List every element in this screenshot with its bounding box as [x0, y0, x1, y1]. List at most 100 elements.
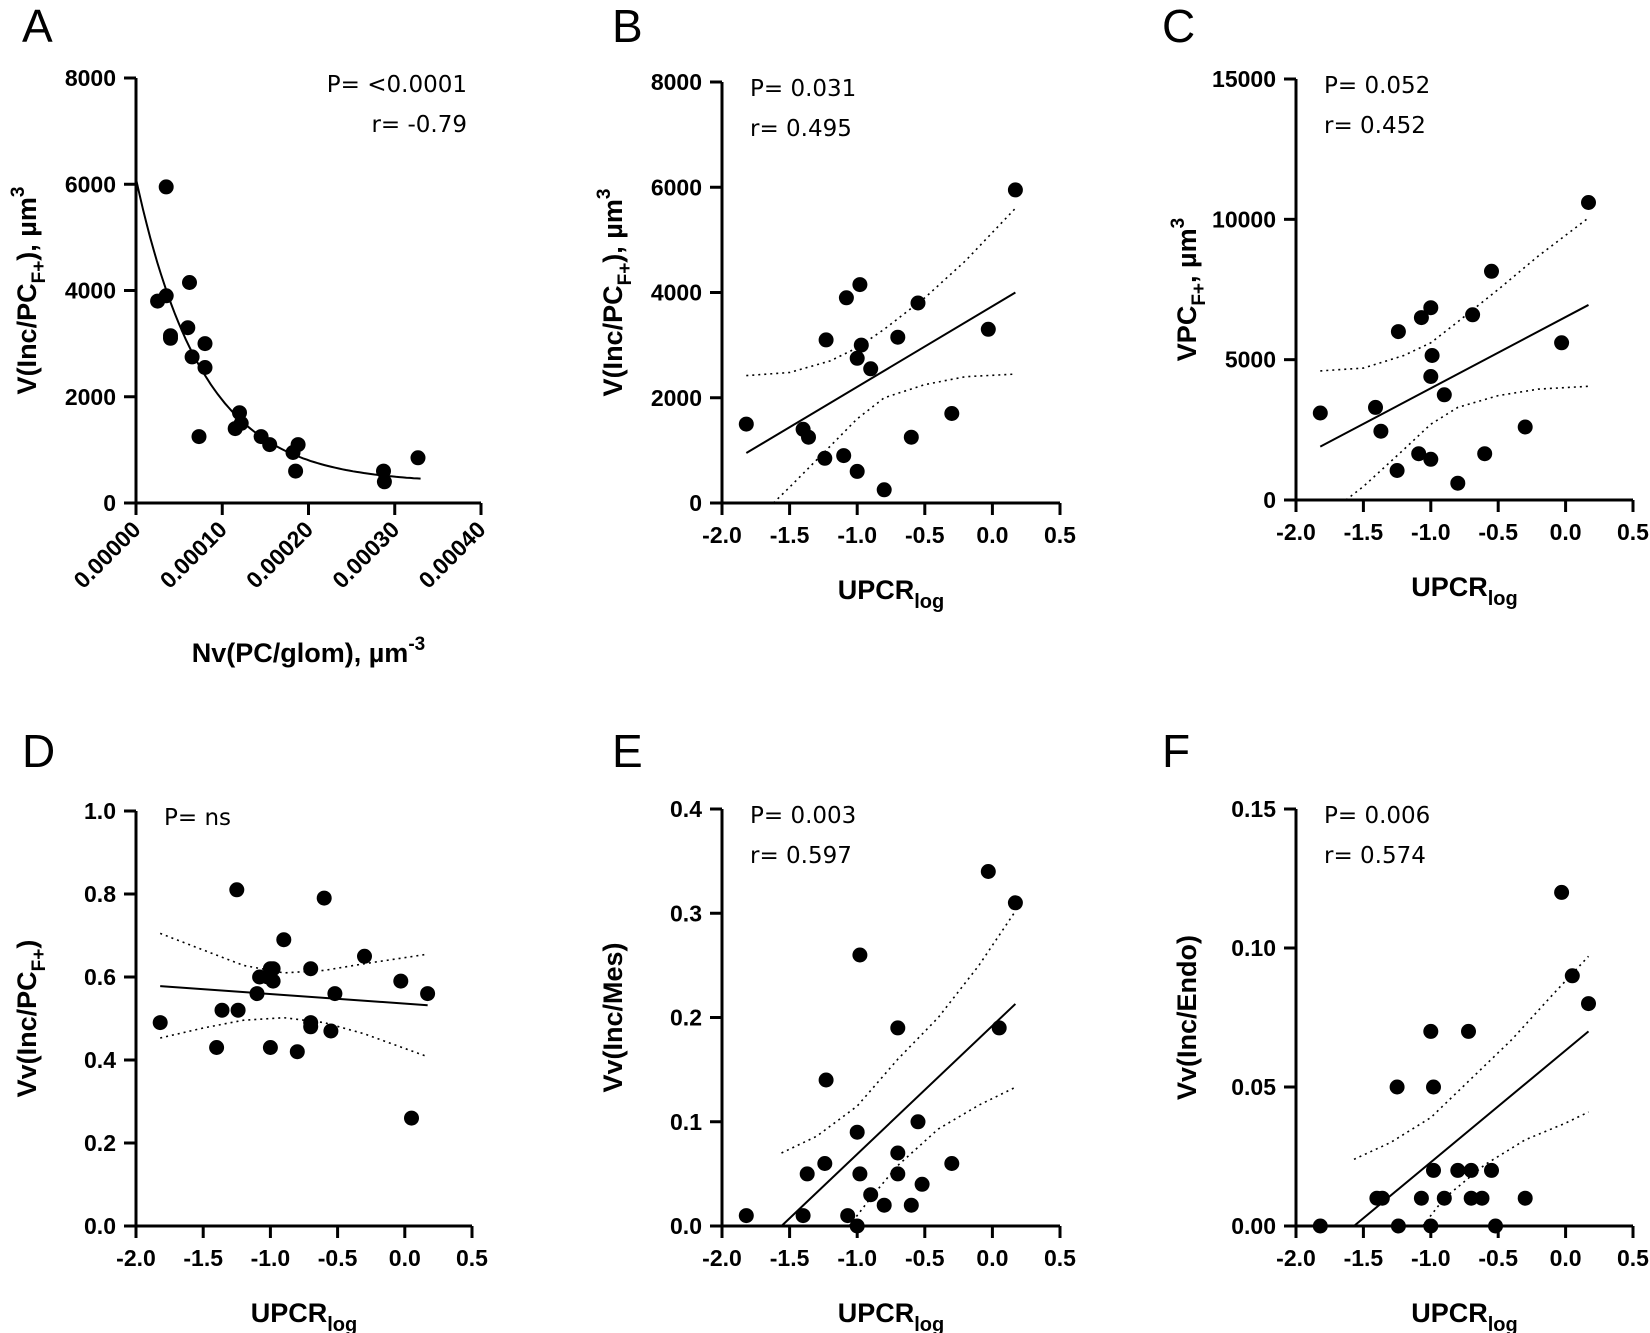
data-point: [180, 320, 196, 336]
y-axis-title-sub: F+: [1189, 283, 1210, 306]
data-point: [1465, 307, 1481, 323]
x-tick-label: 0.5: [1044, 1245, 1076, 1271]
data-point: [1374, 1190, 1390, 1206]
y-axis-title-sub: F+: [615, 263, 636, 286]
data-point: [191, 429, 207, 445]
data-point: [1390, 1218, 1406, 1234]
data-point: [1488, 1218, 1503, 1234]
panel-letter: E: [612, 725, 643, 777]
y-tick-label: 0.0: [670, 1213, 702, 1239]
y-axis-title-main: V(Inc/PC: [12, 283, 42, 394]
data-point: [801, 429, 816, 445]
x-tick-label: 0.5: [1044, 522, 1076, 548]
data-point: [376, 474, 392, 490]
data-point: [1484, 1162, 1499, 1178]
data-point: [1423, 451, 1439, 467]
data-point: [303, 961, 319, 977]
x-tick-label: -1.5: [1344, 519, 1384, 545]
x-tick-label: -2.0: [1276, 1245, 1316, 1271]
data-point: [890, 329, 906, 345]
data-point: [233, 415, 249, 431]
regression-line: [1353, 1030, 1590, 1227]
y-tick-label: 5000: [1225, 347, 1276, 373]
data-point: [914, 1176, 930, 1192]
y-tick-label: 0.00: [1231, 1213, 1276, 1239]
x-axis-title-main: UPCR: [1411, 1298, 1488, 1328]
x-tick-label: -1.0: [837, 1245, 877, 1271]
data-point: [799, 1166, 815, 1182]
data-point: [289, 1044, 305, 1060]
x-tick-label: -0.5: [1478, 1245, 1518, 1271]
panel-letter: A: [22, 0, 53, 52]
data-point: [817, 450, 833, 466]
data-point: [1426, 1079, 1441, 1095]
x-axis-title-sub: log: [914, 591, 944, 613]
data-point: [323, 1023, 339, 1039]
data-point: [1373, 423, 1389, 439]
data-point: [357, 948, 372, 964]
data-point: [1484, 263, 1499, 279]
data-point: [1424, 348, 1440, 363]
data-point: [853, 337, 869, 353]
data-point: [197, 360, 213, 375]
y-axis-title-sub: F+: [29, 949, 50, 972]
x-tick-label: -0.5: [318, 1245, 358, 1271]
data-point: [262, 437, 278, 453]
data-point: [1007, 182, 1023, 198]
x-axis-title-main: UPCR: [1411, 572, 1488, 602]
x-axis-title-main: UPCR: [838, 1298, 915, 1328]
x-tick-label: 0.5: [1617, 519, 1649, 545]
data-point: [838, 290, 854, 306]
x-axis-title-sub: log: [1488, 1314, 1518, 1333]
data-point: [1413, 310, 1429, 326]
y-tick-label: 0.10: [1231, 935, 1276, 961]
y-tick-label: 2000: [65, 384, 116, 410]
x-axis-title: UPCRlog: [251, 1298, 358, 1333]
data-point: [1450, 1162, 1466, 1178]
data-point: [1564, 968, 1580, 984]
y-tick-label: 4000: [651, 280, 702, 306]
panel-d: D 0.0 0.2 0.4 0.6 0.8 1.0 -2.0 -1.5 -1.0 -0.5 0.0 0.…: [12, 725, 488, 1333]
data-point: [1581, 996, 1596, 1012]
data-point: [1436, 1190, 1452, 1206]
panel-b: B 0 2000 4000 6000 8000 -2.0 -1.5 -1.0 -0.5 0.0 0.5…: [594, 0, 1076, 613]
y-tick-label: 0.15: [1231, 796, 1276, 822]
stat-text: P= 0.003: [750, 803, 856, 829]
x-tick-label: 0.0: [389, 1245, 421, 1271]
y-axis-title: V(Inc/PCF+), µm3: [594, 189, 636, 397]
y-axis-title: Vv(Inc/Mes): [598, 942, 628, 1092]
stat-text: r= -0.79: [371, 112, 467, 138]
data-point: [327, 986, 343, 1002]
data-point: [1426, 1162, 1441, 1178]
data-point: [290, 437, 306, 453]
data-point: [420, 986, 436, 1002]
data-point: [1368, 399, 1383, 415]
data-point: [249, 986, 265, 1002]
x-tick-label: 0.00010: [155, 516, 232, 593]
stat-text: P= 0.006: [1324, 803, 1430, 829]
y-axis-title-sup: 3: [594, 189, 615, 200]
y-tick-label: 15000: [1212, 66, 1276, 92]
data-point: [316, 890, 332, 906]
data-point: [230, 1002, 246, 1018]
x-axis-title: Nv(PC/glom), µm-3: [192, 634, 425, 668]
data-point: [1477, 446, 1493, 462]
stat-text: P= <0.0001: [327, 72, 467, 98]
x-tick-label: -2.0: [116, 1245, 156, 1271]
x-axis-title-main: UPCR: [251, 1298, 328, 1328]
y-tick-label: 0.0: [84, 1213, 116, 1239]
stat-text: r= 0.597: [750, 843, 852, 869]
data-point: [1312, 1218, 1328, 1234]
y-axis-title: VPCF+, µm3: [1168, 218, 1210, 361]
data-point: [1461, 1023, 1476, 1039]
panel-letter: C: [1162, 0, 1195, 52]
y-tick-label: 0.1: [670, 1109, 702, 1135]
data-point: [1474, 1190, 1490, 1206]
data-point: [890, 1166, 906, 1182]
ci-lower-band: [1345, 385, 1589, 501]
data-point: [910, 295, 926, 311]
stat-text: r= 0.495: [750, 116, 852, 142]
x-tick-label: -0.5: [905, 522, 945, 548]
stat-text: P= 0.052: [1324, 73, 1430, 99]
